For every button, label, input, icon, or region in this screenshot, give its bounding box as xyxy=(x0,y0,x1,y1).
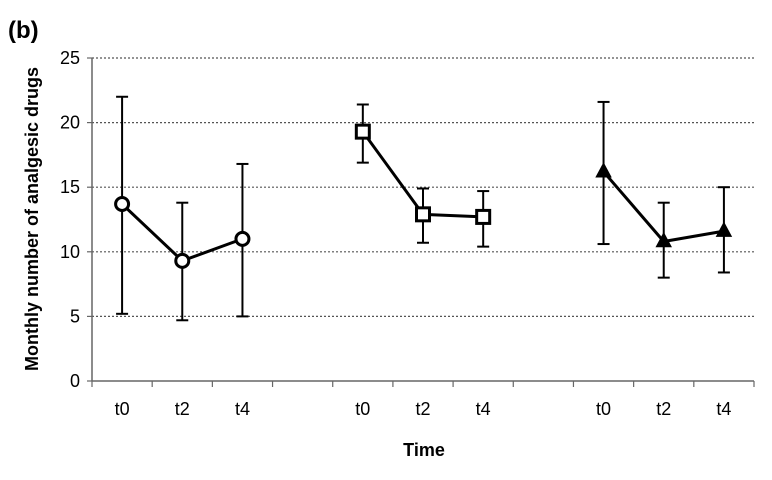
y-tick-label-10: 10 xyxy=(60,242,80,262)
x-axis-title: Time xyxy=(403,440,445,460)
point-circle-1 xyxy=(174,252,191,269)
x-tick-label-triangle-0: t0 xyxy=(596,399,611,419)
x-tick-label-circle-1: t2 xyxy=(175,399,190,419)
y-tick-label-0: 0 xyxy=(70,371,80,391)
y-tick-label-15: 15 xyxy=(60,177,80,197)
y-tick-label-25: 25 xyxy=(60,48,80,68)
point-circle-2 xyxy=(234,230,251,247)
x-tick-label-square-1: t2 xyxy=(415,399,430,419)
x-tick-label-triangle-2: t4 xyxy=(716,399,731,419)
x-tick-label-square-0: t0 xyxy=(355,399,370,419)
axes xyxy=(87,57,755,387)
x-tick-label-circle-0: t0 xyxy=(115,399,130,419)
series-circle xyxy=(114,95,251,322)
point-square-2 xyxy=(475,208,492,225)
panel-label: (b) xyxy=(8,17,39,44)
y-tick-label-20: 20 xyxy=(60,113,80,133)
y-axis-title: Monthly number of analgesic drugs xyxy=(22,67,42,371)
x-tick-label-triangle-1: t2 xyxy=(656,399,671,419)
point-circle-0 xyxy=(114,195,131,212)
y-tick-labels: 0 5 10 15 20 25 xyxy=(60,48,80,391)
y-tick-label-5: 5 xyxy=(70,306,80,326)
series-group xyxy=(114,95,733,322)
x-tick-label-square-2: t4 xyxy=(476,399,491,419)
point-triangle-2 xyxy=(715,221,733,237)
point-square-0 xyxy=(354,123,371,140)
x-tick-labels: t0 t2 t4 t0 t2 t4 t0 t2 t4 xyxy=(115,399,732,419)
point-triangle-0 xyxy=(595,162,612,178)
series-triangle xyxy=(595,100,733,279)
point-triangle-1 xyxy=(655,231,672,248)
series-square xyxy=(354,103,492,248)
x-tick-label-circle-2: t4 xyxy=(235,399,250,419)
point-square-1 xyxy=(415,206,431,223)
gridlines xyxy=(92,57,754,317)
